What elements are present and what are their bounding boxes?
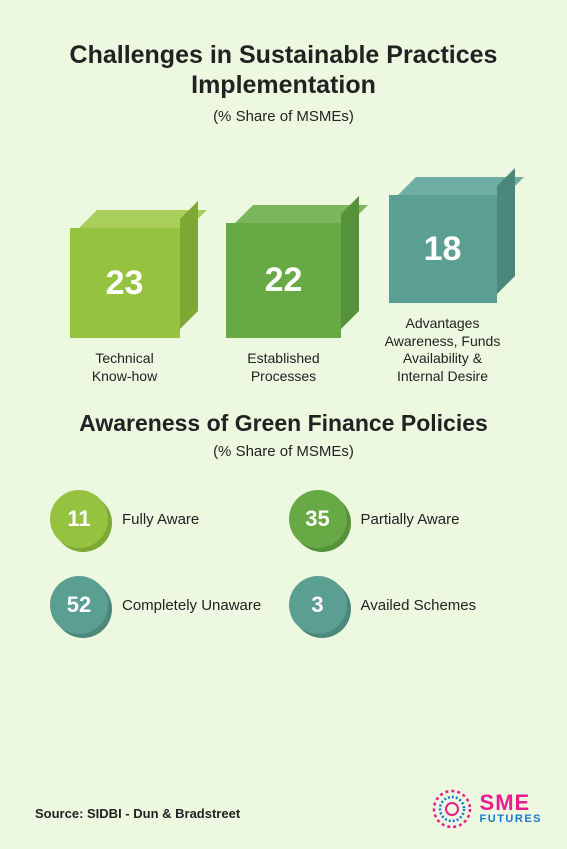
circles-grid: 11 Fully Aware 35 Partially Aware 52 Complete…	[50, 490, 517, 634]
circle-label: Partially Aware	[361, 511, 460, 528]
circle-item: 3 Availed Schemes	[289, 576, 518, 634]
cube-label: TechnicalKnow-how	[92, 350, 157, 385]
circle-label: Fully Aware	[122, 511, 199, 528]
cube-value: 18	[389, 195, 497, 303]
cubes-row: 23 TechnicalKnow-how 22 EstablishedProcesse…	[45, 155, 522, 385]
source-text: Source: SIDBI - Dun & Bradstreet	[35, 806, 240, 821]
cube-item: 22 EstablishedProcesses	[209, 223, 359, 385]
cube-value: 23	[70, 228, 180, 338]
section2-title: Awareness of Green Finance Policies	[35, 410, 532, 437]
circle-item: 35 Partially Aware	[289, 490, 518, 548]
circle-value: 11	[50, 490, 108, 548]
circle-label: Availed Schemes	[361, 597, 477, 614]
circle-value: 35	[289, 490, 347, 548]
cube-label: EstablishedProcesses	[247, 350, 319, 385]
section1-title: Challenges in Sustainable Practices Impl…	[35, 40, 532, 100]
logo-sme-text: SME	[480, 793, 542, 814]
sme-futures-logo: SME FUTURES	[430, 787, 542, 831]
circle-value: 3	[289, 576, 347, 634]
cube-item: 23 TechnicalKnow-how	[50, 228, 200, 385]
logo-futures-text: FUTURES	[480, 814, 542, 824]
circle-item: 11 Fully Aware	[50, 490, 279, 548]
circle-item: 52 Completely Unaware	[50, 576, 279, 634]
circle-label: Completely Unaware	[122, 597, 261, 614]
cube-item: 18 AdvantagesAwareness, FundsAvailability…	[368, 195, 518, 385]
section1-subtitle: (% Share of MSMEs)	[35, 108, 532, 125]
cube-value: 22	[226, 223, 341, 338]
cube-label: AdvantagesAwareness, FundsAvailability &…	[385, 315, 501, 385]
section2-subtitle: (% Share of MSMEs)	[35, 443, 532, 460]
logo-icon	[430, 787, 474, 831]
circle-value: 52	[50, 576, 108, 634]
